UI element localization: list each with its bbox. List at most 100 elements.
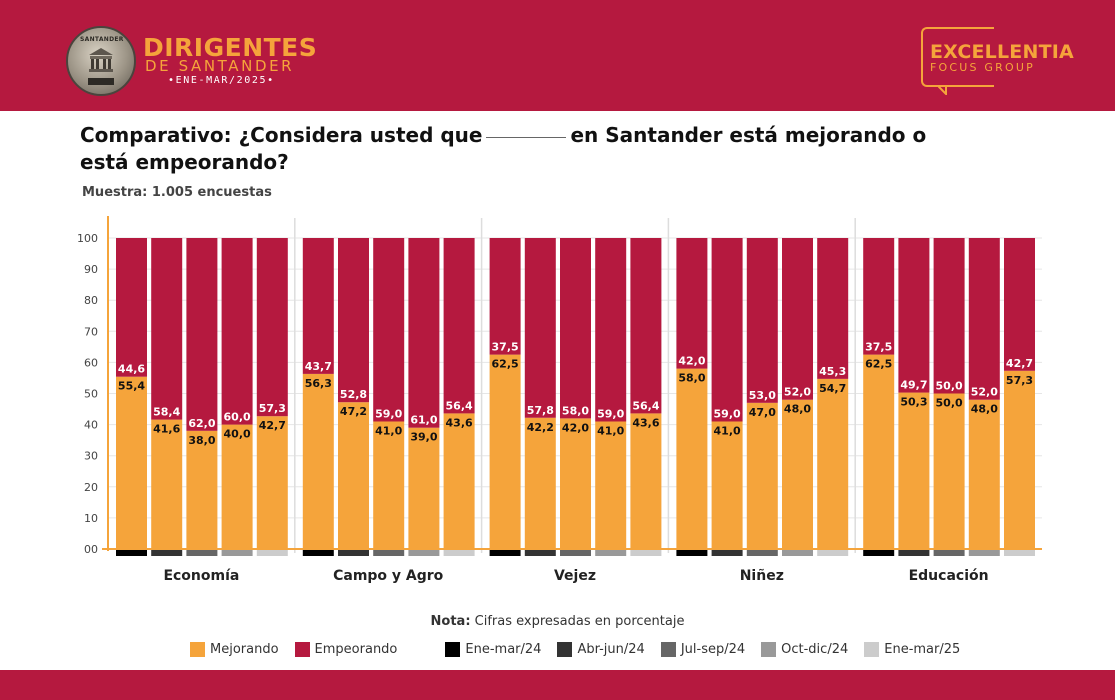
- bar-mejorando: [151, 419, 183, 549]
- bar-empeorando: [711, 238, 743, 422]
- partner-logo-frame: [921, 27, 994, 87]
- bar-empeorando: [746, 238, 778, 403]
- label-mejorando: 58,0: [678, 372, 705, 385]
- y-tick-label: 20: [84, 481, 98, 494]
- bar-empeorando: [933, 238, 965, 394]
- period-marker: [898, 550, 930, 556]
- label-mejorando: 43,6: [632, 416, 659, 429]
- label-empeorando: 53,0: [749, 389, 776, 402]
- label-mejorando: 41,6: [153, 423, 180, 436]
- bar-empeorando: [116, 238, 147, 377]
- title-blank-line: [486, 137, 567, 138]
- bar-mejorando: [408, 427, 440, 549]
- label-mejorando: 56,3: [305, 377, 332, 390]
- label-empeorando: 37,5: [865, 341, 892, 354]
- bar-empeorando: [1004, 238, 1035, 371]
- legend-swatch: [864, 641, 880, 657]
- period-marker: [968, 550, 1000, 556]
- label-mejorando: 42,7: [259, 419, 286, 432]
- legend-item: Oct-dic/24: [761, 641, 848, 657]
- period-marker: [524, 550, 556, 556]
- y-tick-label: 30: [84, 450, 98, 463]
- legend-label: Jul-sep/24: [680, 641, 746, 657]
- stacked-bar-chart: 00 10 20 30 40 50 60 70 80 90 100 44,6 55,4 58,4 41,6 6…: [77, 216, 1042, 584]
- partner-logo-title: EXCELLENTIA: [930, 41, 1074, 63]
- label-mejorando: 54,7: [819, 382, 846, 395]
- bar-mejorando: [302, 373, 334, 549]
- y-tick-label: 00: [84, 543, 98, 556]
- note: Nota: Cifras expresadas en porcentaje: [0, 614, 1115, 629]
- bar-empeorando: [186, 238, 218, 431]
- bar-empeorando: [595, 238, 627, 422]
- bar-mejorando: [595, 421, 627, 549]
- y-tick-label: 60: [84, 356, 98, 369]
- label-empeorando: 52,0: [784, 386, 811, 399]
- label-empeorando: 56,4: [446, 399, 473, 412]
- period-marker: [863, 550, 895, 556]
- label-mejorando: 48,0: [971, 403, 998, 416]
- label-mejorando: 39,0: [410, 431, 437, 444]
- label-mejorando: 50,3: [900, 396, 927, 409]
- y-tick-label: 100: [77, 232, 98, 245]
- label-empeorando: 57,8: [527, 404, 554, 417]
- period-marker: [373, 550, 405, 556]
- period-marker: [630, 550, 662, 556]
- bar-mejorando: [256, 416, 288, 549]
- label-mejorando: 57,3: [1006, 374, 1033, 387]
- label-empeorando: 42,7: [1006, 357, 1033, 370]
- seal-ribbon: [88, 78, 114, 85]
- bar-empeorando: [373, 238, 405, 422]
- label-empeorando: 58,0: [562, 404, 589, 417]
- label-empeorando: 52,8: [340, 388, 367, 401]
- label-empeorando: 59,0: [375, 407, 402, 420]
- bar-empeorando: [524, 238, 556, 418]
- period-marker: [595, 550, 627, 556]
- category-label: Campo y Agro: [333, 568, 444, 584]
- seal-text: SANTANDER: [80, 36, 124, 43]
- label-empeorando: 59,0: [597, 407, 624, 420]
- bar-empeorando: [560, 238, 591, 419]
- label-mejorando: 62,5: [492, 358, 519, 371]
- legend-label: Mejorando: [210, 641, 279, 657]
- title-part-1: Comparativo: ¿Considera usted que: [80, 123, 483, 147]
- period-marker: [151, 550, 183, 556]
- bar-mejorando: [560, 418, 591, 549]
- bar-mejorando: [524, 417, 556, 549]
- label-mejorando: 41,0: [597, 424, 624, 437]
- brand-title: DIRIGENTES: [143, 33, 318, 62]
- period-marker: [186, 550, 218, 556]
- bar-mejorando: [933, 393, 965, 549]
- y-tick-label: 70: [84, 325, 98, 338]
- label-mejorando: 41,0: [714, 424, 741, 437]
- label-empeorando: 57,3: [259, 402, 286, 415]
- bar-empeorando: [782, 238, 813, 400]
- legend-item: Empeorando: [294, 641, 398, 657]
- bar-empeorando: [302, 238, 334, 374]
- period-marker: [256, 550, 288, 556]
- label-empeorando: 37,5: [492, 341, 519, 354]
- bar-mejorando: [630, 413, 662, 549]
- bar-empeorando: [221, 238, 253, 425]
- legend-label: Empeorando: [314, 641, 398, 657]
- bar-empeorando: [489, 238, 521, 355]
- y-tick-label: 40: [84, 419, 98, 432]
- brand-subtitle: DE SANTANDER: [145, 57, 295, 75]
- period-marker: [221, 550, 253, 556]
- category-label: Economía: [163, 568, 239, 584]
- label-mejorando: 47,0: [749, 406, 776, 419]
- label-empeorando: 49,7: [900, 379, 927, 392]
- period-marker: [338, 550, 369, 556]
- bar-mejorando: [863, 354, 895, 549]
- label-empeorando: 61,0: [410, 414, 437, 427]
- speech-bubble-tail-icon: [938, 85, 947, 95]
- period-marker: [711, 550, 743, 556]
- bar-empeorando: [863, 238, 895, 355]
- label-mejorando: 50,0: [936, 397, 963, 410]
- label-empeorando: 58,4: [153, 406, 180, 419]
- period-marker: [933, 550, 965, 556]
- label-empeorando: 44,6: [118, 363, 145, 376]
- period-marker: [746, 550, 778, 556]
- note-text: Cifras expresadas en porcentaje: [470, 614, 685, 629]
- label-empeorando: 62,0: [188, 417, 215, 430]
- bar-mejorando: [373, 421, 405, 549]
